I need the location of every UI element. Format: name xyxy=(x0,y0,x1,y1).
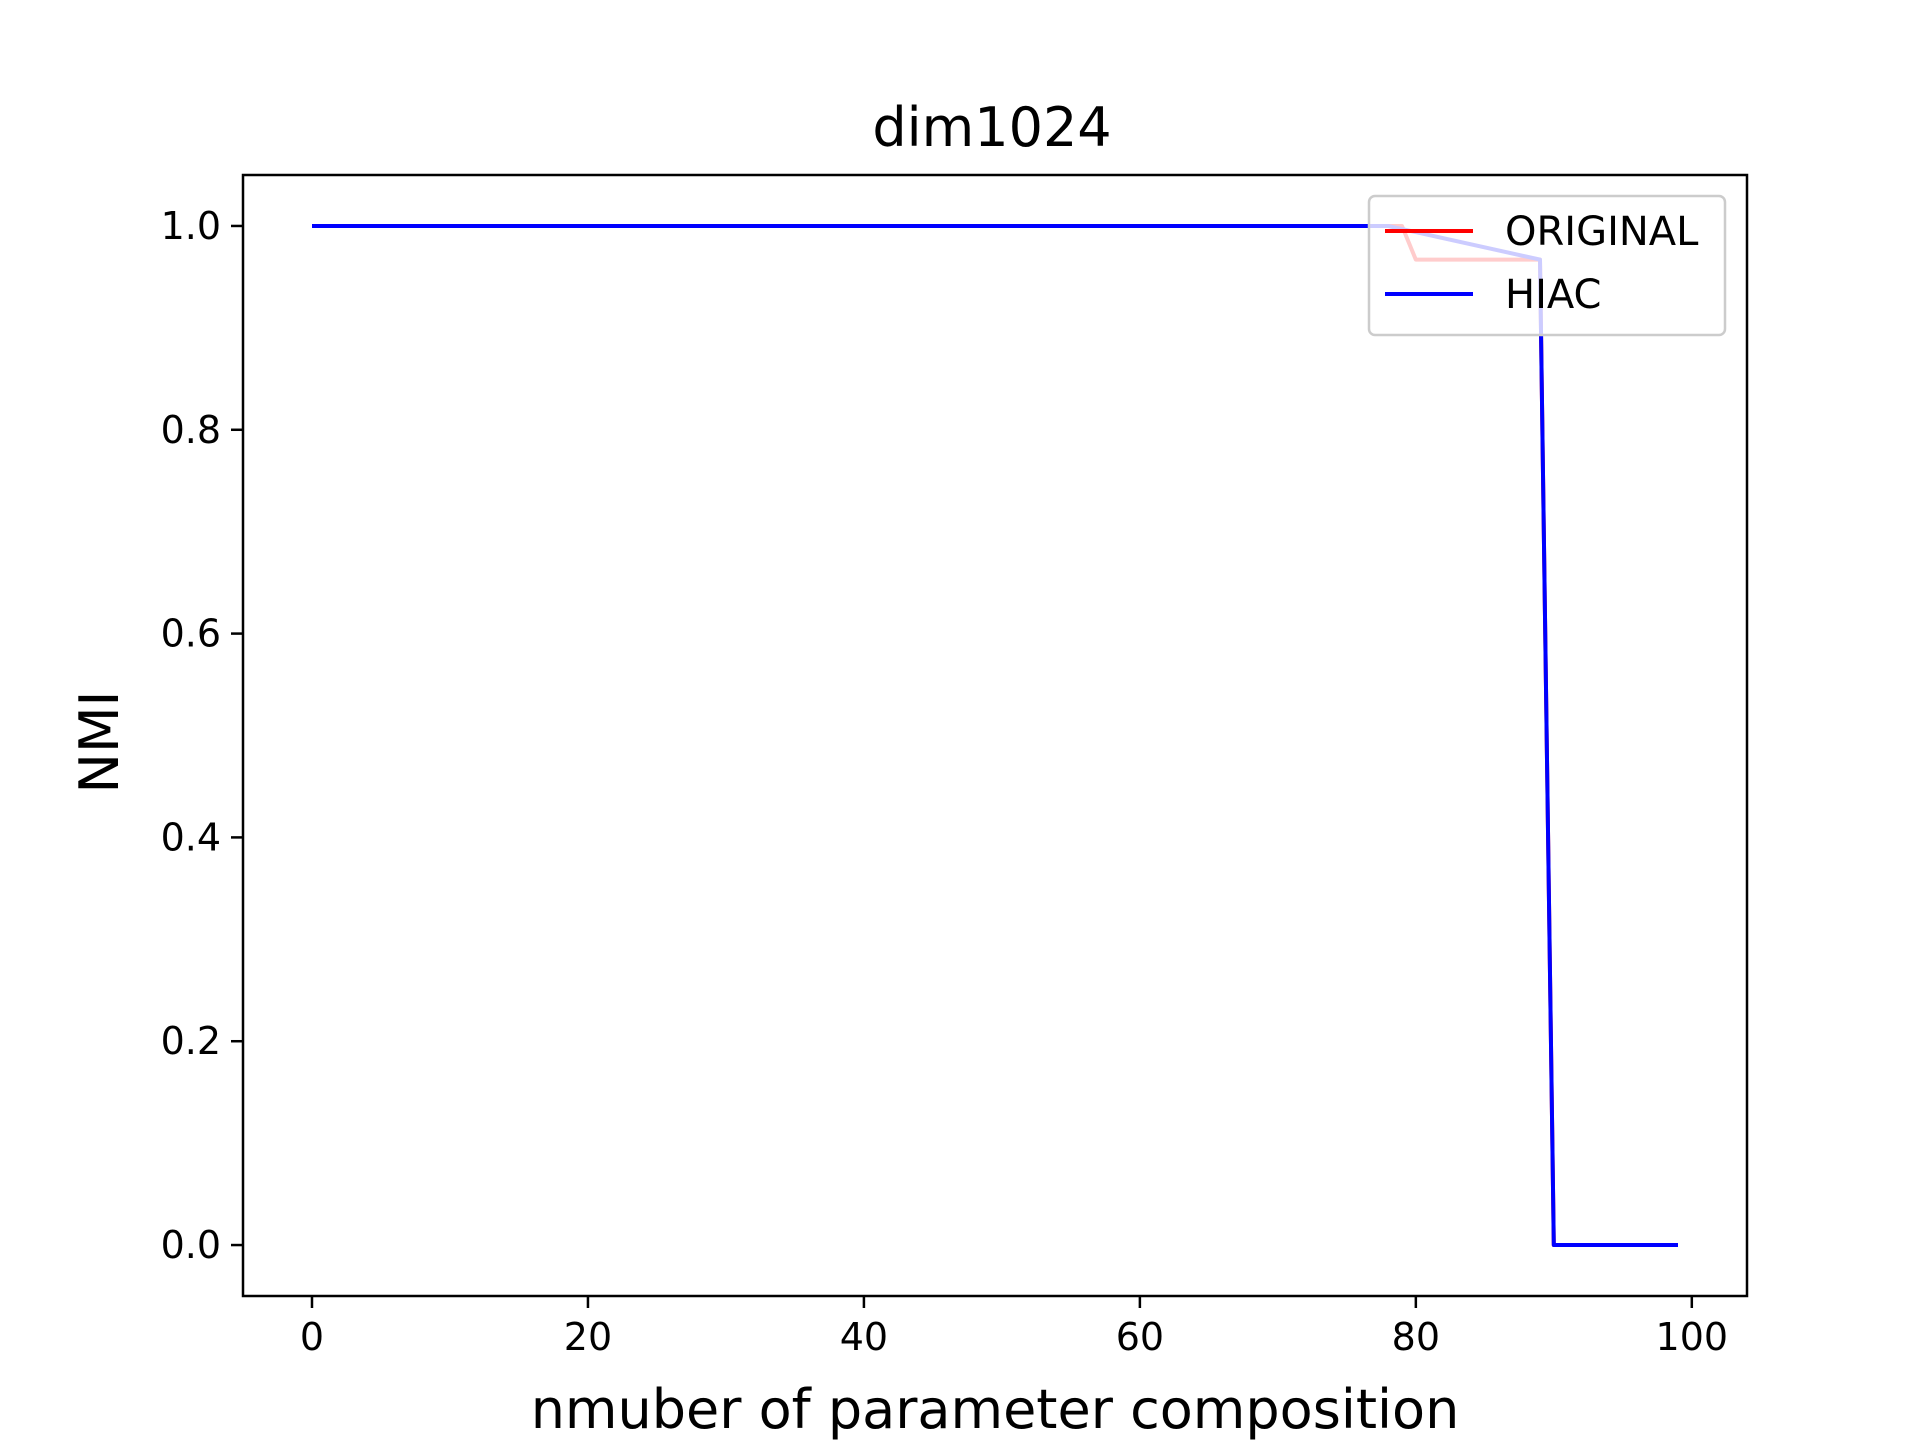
x-tick-label: 60 xyxy=(1116,1315,1164,1359)
x-tick-label: 40 xyxy=(840,1315,888,1359)
x-tick-label: 0 xyxy=(300,1315,324,1359)
y-tick-label: 0.8 xyxy=(161,408,221,452)
x-tick-label: 20 xyxy=(564,1315,612,1359)
x-tick-label: 80 xyxy=(1392,1315,1440,1359)
legend: ORIGINAL HIAC xyxy=(1367,194,1727,337)
x-axis-label: nmuber of parameter composition xyxy=(531,1378,1460,1440)
y-axis: 0.0 0.2 0.4 0.6 0.8 1.0 xyxy=(161,204,243,1267)
legend-label-hiac: HIAC xyxy=(1505,272,1601,318)
axes-frame xyxy=(241,173,1749,1298)
y-tick-label: 0.6 xyxy=(161,612,221,656)
legend-label-original: ORIGINAL xyxy=(1505,209,1699,255)
y-tick-label: 0.0 xyxy=(161,1223,221,1267)
x-tick-label: 100 xyxy=(1656,1315,1729,1359)
y-tick-label: 0.4 xyxy=(161,815,221,859)
chart-title: dim1024 xyxy=(872,96,1111,159)
y-tick-label: 0.2 xyxy=(161,1019,221,1063)
y-axis-label: NMI xyxy=(68,691,131,794)
y-tick-label: 1.0 xyxy=(161,204,221,248)
x-axis: 0 20 40 60 80 100 xyxy=(300,1296,1728,1359)
